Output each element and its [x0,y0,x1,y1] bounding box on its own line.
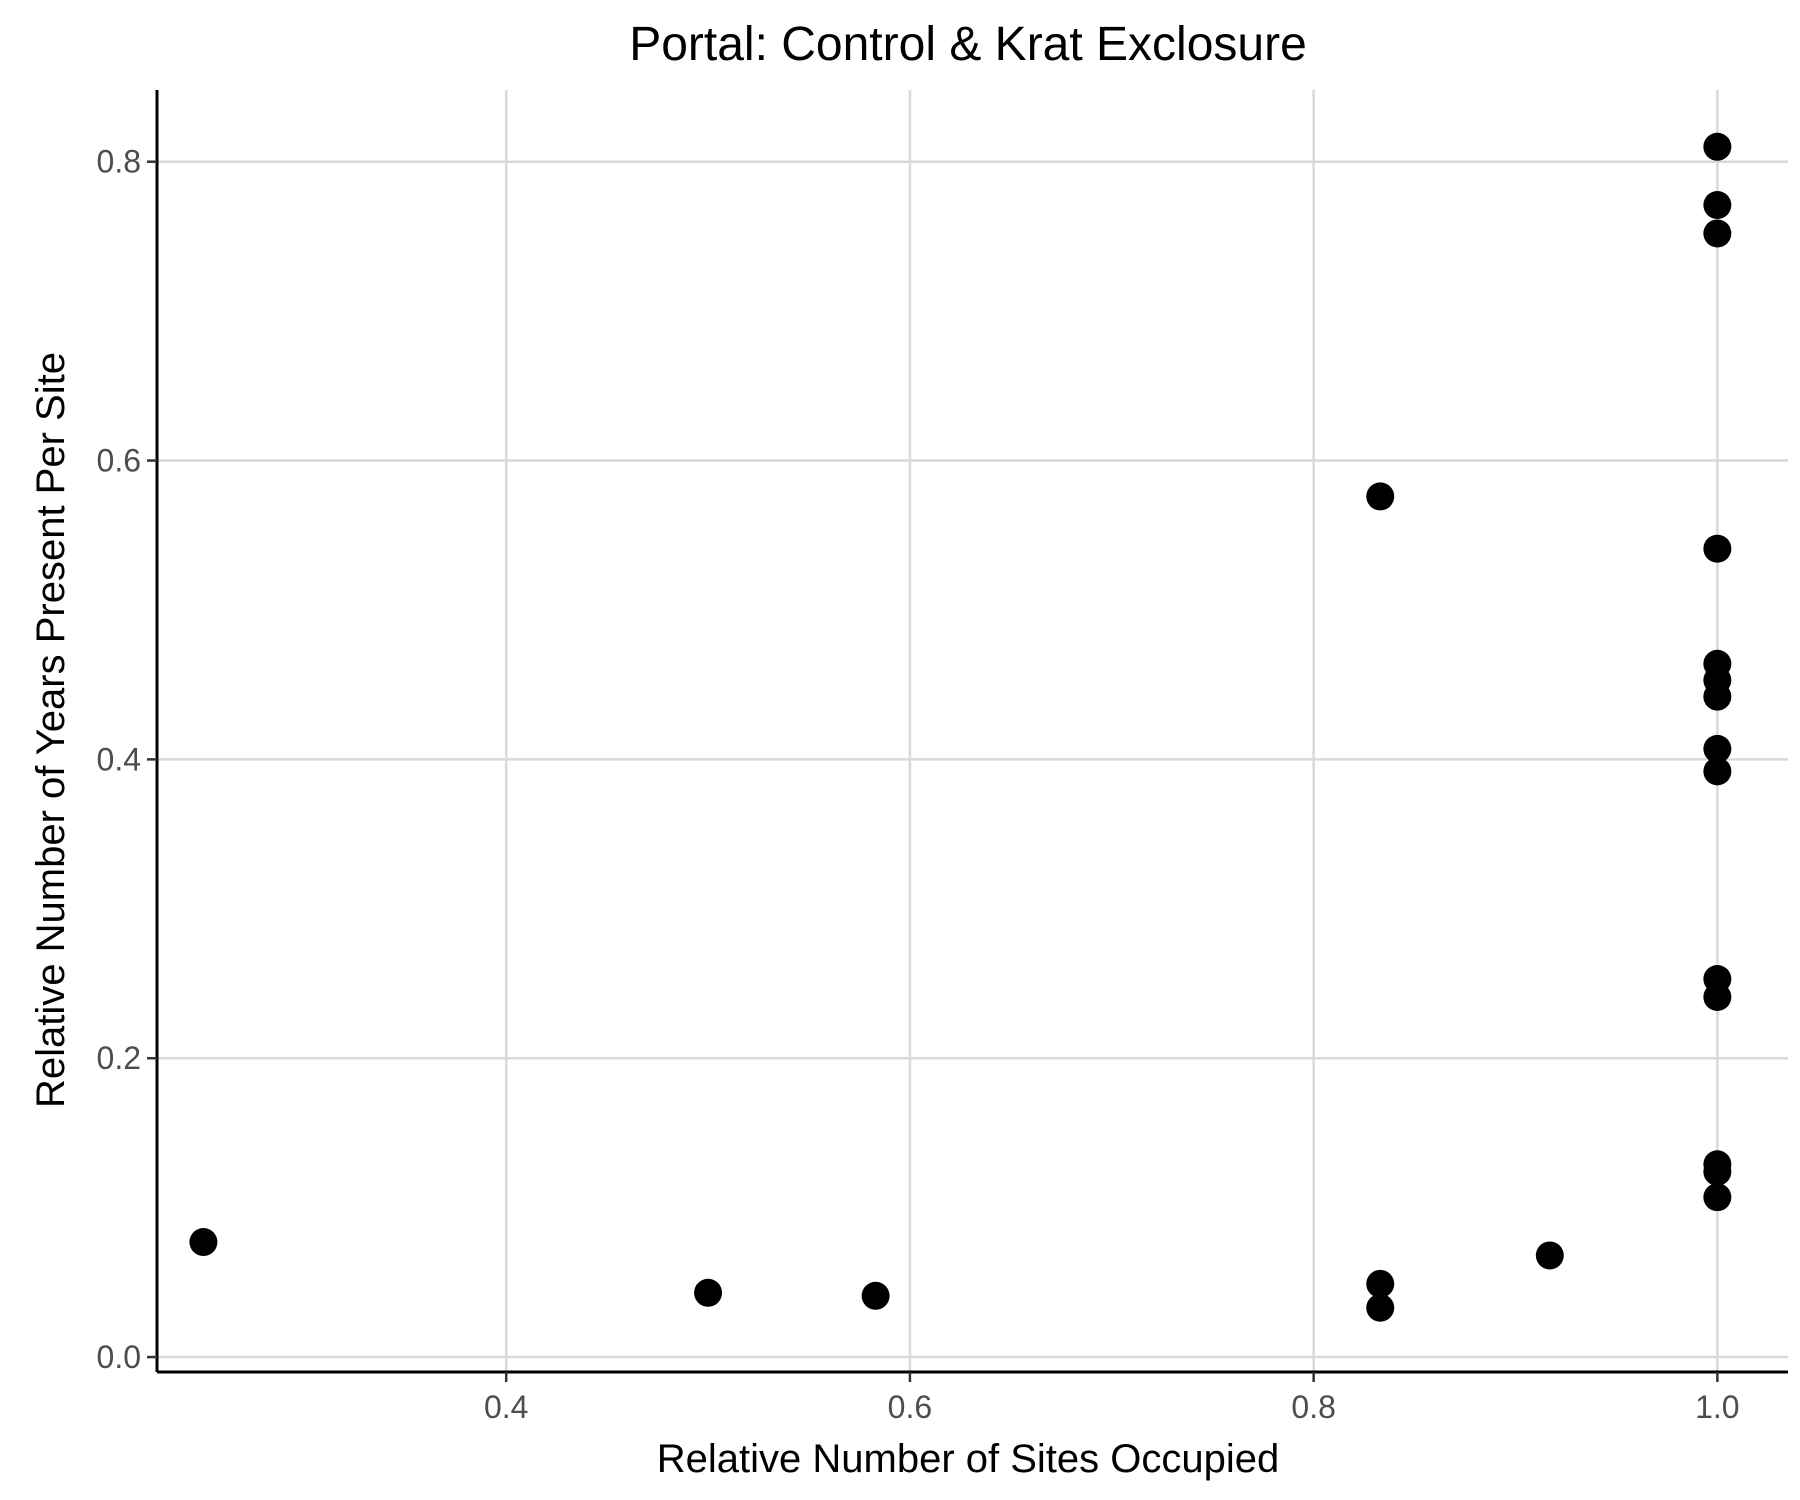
y-tick-label: 0.6 [97,443,141,479]
data-point [1703,982,1732,1011]
y-tick-label: 0.0 [97,1339,141,1375]
data-point [1703,132,1732,161]
data-point [189,1228,218,1257]
data-point [1703,191,1732,220]
x-tick-label: 1.0 [1695,1389,1739,1425]
x-tick-label: 0.6 [888,1389,932,1425]
x-tick-label: 0.8 [1291,1389,1335,1425]
data-point [1703,757,1732,786]
data-point [1703,1157,1732,1186]
y-tick-label: 0.8 [97,144,141,180]
data-point [1366,1293,1395,1322]
data-point [1703,734,1732,763]
labels-layer: Portal: Control & Krat Exclosure Relativ… [29,18,1307,1481]
x-axis-title: Relative Number of Sites Occupied [657,1437,1280,1481]
data-point [1366,482,1395,511]
data-point [1703,1183,1732,1212]
x-tick-label: 0.4 [484,1389,528,1425]
grid-layer [157,90,1788,1372]
y-axis-title: Relative Number of Years Present Per Sit… [29,352,73,1108]
chart-title: Portal: Control & Krat Exclosure [629,18,1307,71]
y-tick-label: 0.4 [97,741,141,777]
points-layer [189,132,1732,1322]
data-point [694,1278,723,1307]
y-tick-label: 0.2 [97,1040,141,1076]
data-point [1703,682,1732,711]
data-point [1535,1241,1564,1270]
data-point [1703,534,1732,563]
data-point [861,1281,890,1310]
axes-layer: 0.4 0.6 0.8 1.0 0.0 0.2 0.4 0.6 0.8 [97,90,1788,1425]
data-point [1366,1269,1395,1298]
data-point [1703,219,1732,248]
